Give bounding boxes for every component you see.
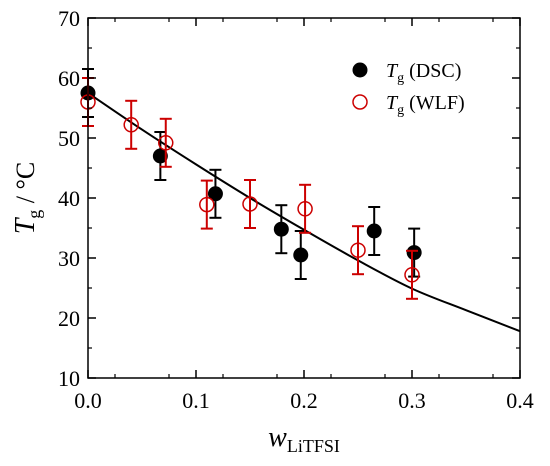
y-tick-label: 40 [58, 186, 80, 211]
data-point-wlf-2 [158, 135, 174, 151]
data-point-dsc-5 [366, 223, 382, 239]
data-point-dsc-1 [152, 148, 168, 164]
axes: 0.0 0.1 0.2 0.3 0.4 10 20 30 40 50 60 70 wLiTFSI Tg /… [10, 6, 534, 456]
data-point-wlf-5 [297, 201, 313, 217]
error-bar-wlf-5 [299, 183, 312, 234]
legend-label: Tg (DSC) [386, 60, 461, 86]
x-tick-label: 0.2 [290, 388, 318, 413]
data-point-dsc-2 [207, 186, 223, 202]
y-tick-label: 20 [58, 306, 80, 331]
plot-area [80, 68, 521, 333]
data-point-wlf-4 [242, 196, 258, 212]
error-bar-wlf-1 [125, 99, 138, 150]
data-point-wlf-7 [404, 267, 420, 283]
x-tick-label: 0.0 [74, 388, 102, 413]
legend-item-dsc: Tg (DSC) [352, 60, 461, 86]
legend-marker-filled [352, 62, 368, 78]
y-tick-label: 60 [58, 66, 80, 91]
x-tick-label: 0.4 [506, 388, 534, 413]
legend: Tg (DSC) Tg (WLF) [352, 60, 465, 118]
x-tick-label: 0.3 [398, 388, 426, 413]
x-axis-label: wLiTFSI [268, 422, 340, 456]
x-tick-label: 0.1 [182, 388, 210, 413]
data-point-dsc-4 [293, 247, 309, 263]
y-tick-label: 30 [58, 246, 80, 271]
data-point-wlf-3 [199, 196, 215, 213]
error-bar-wlf-6 [352, 225, 364, 276]
y-tick-label: 50 [58, 126, 80, 151]
data-point-dsc-3 [273, 221, 289, 237]
legend-item-wlf: Tg (WLF) [352, 92, 465, 118]
error-bar-wlf-7 [406, 249, 418, 300]
y-axis-label: Tg / °C [10, 162, 44, 235]
legend-label: Tg (WLF) [386, 92, 465, 118]
error-bar-wlf-4 [244, 179, 256, 229]
y-tick-label: 10 [58, 366, 80, 391]
y-tick-label: 70 [58, 6, 80, 31]
data-point-dsc-6 [406, 245, 422, 261]
error-bar-wlf-2 [159, 117, 172, 168]
error-bar-wlf-3 [200, 179, 213, 230]
legend-marker-open [352, 94, 368, 110]
data-point-wlf-1 [123, 117, 139, 133]
fit-curve [87, 92, 521, 333]
data-point-wlf-6 [350, 242, 366, 258]
